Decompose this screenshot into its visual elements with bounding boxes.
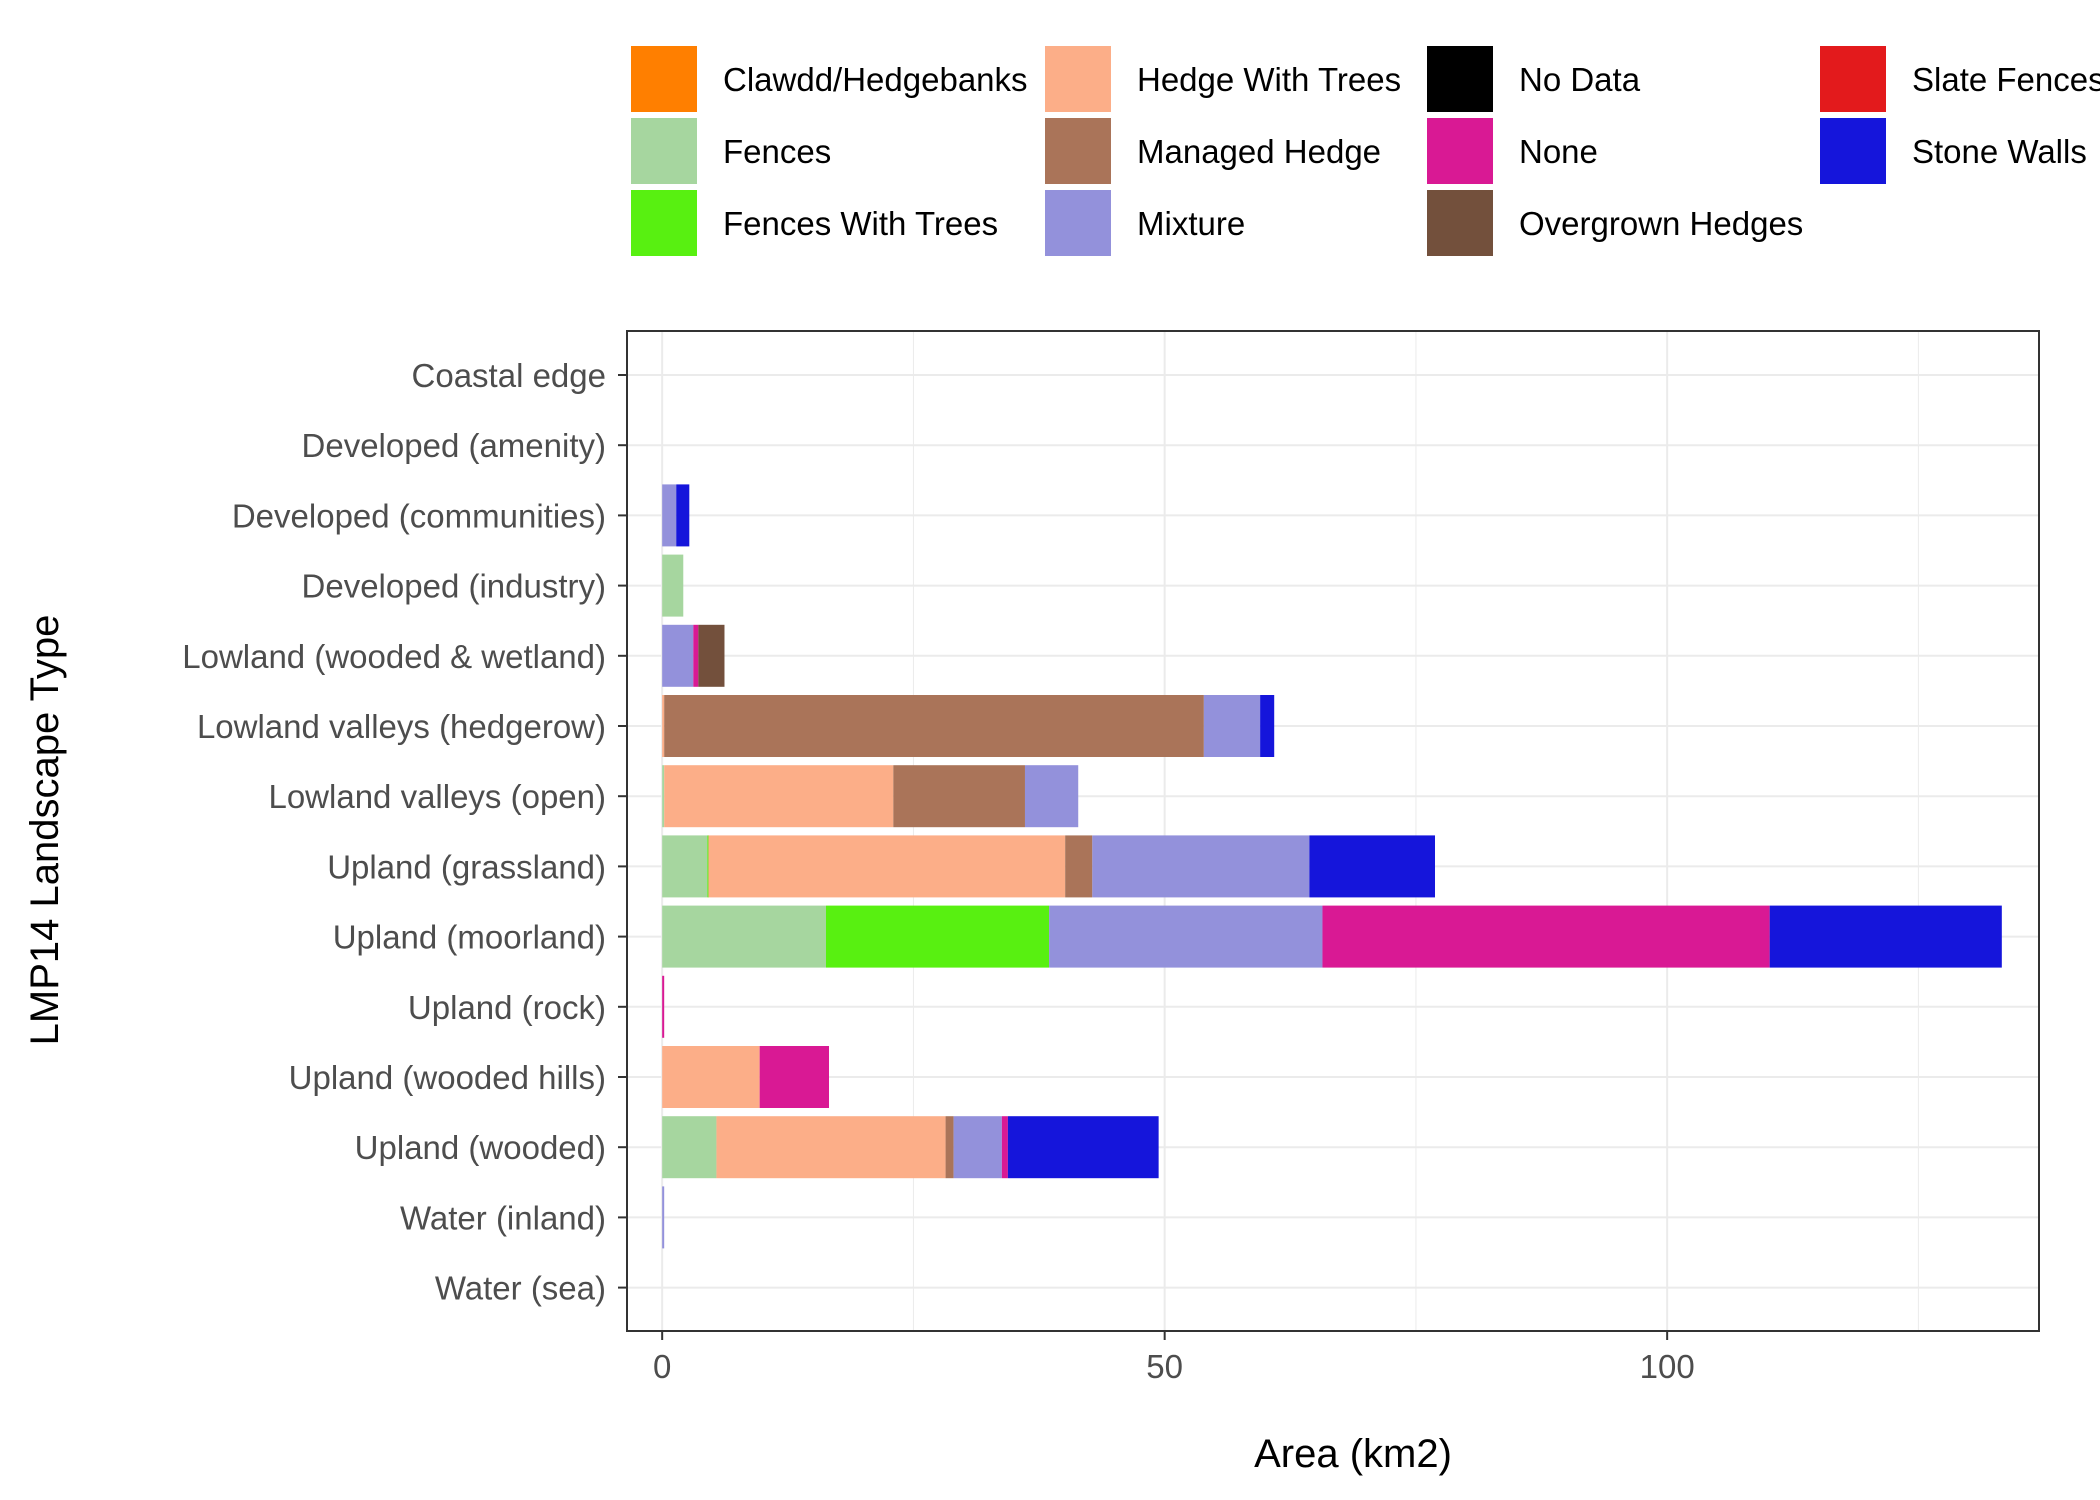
bar-mixture-upland-grassland <box>1092 835 1310 898</box>
bar-mixture-lowland-valleys-hedgerow <box>1203 695 1261 757</box>
bar-none-upland-moorland <box>1322 905 1770 968</box>
y-tick-label: Upland (rock) <box>408 989 606 1026</box>
bar-hedge-with-trees-upland-wooded-hills <box>662 1046 760 1108</box>
legend: Clawdd/Hedgebanks Fences Fences With Trees… <box>631 46 2100 256</box>
bar-overgrown-hedges-lowland-wooded-wetland <box>698 624 725 687</box>
legend-label-managed-hedge: Managed Hedge <box>1137 133 1381 170</box>
bar-mixture-lowland-valleys-open <box>1024 765 1079 828</box>
legend-key-slate-fences <box>1820 46 1886 112</box>
legend-label-slate-fences: Slate Fences <box>1912 61 2100 98</box>
y-tick-label: Water (inland) <box>400 1199 606 1236</box>
plot-panel <box>627 331 2039 1331</box>
bar-stone-walls-lowland-valleys-hedgerow <box>1260 695 1275 757</box>
bar-mixture-developed-communities <box>662 484 677 547</box>
legend-key-none <box>1427 118 1493 184</box>
legend-key-stone-walls <box>1820 118 1886 184</box>
bar-managed-hedge-lowland-valleys-open <box>893 765 1025 828</box>
bar-fences-with-trees-upland-grassland <box>707 835 709 898</box>
legend-key-clawdd-hedgebanks <box>631 46 697 112</box>
bar-stone-walls-upland-moorland <box>1769 905 2002 968</box>
bar-none-upland-rock <box>662 975 665 1038</box>
y-tick-label: Water (sea) <box>435 1270 606 1307</box>
y-axis: Coastal edge Developed (amenity) Developed… <box>182 357 627 1307</box>
legend-label-fences-with-trees: Fences With Trees <box>723 205 998 242</box>
legend-key-hedge-with-trees <box>1045 46 1111 112</box>
legend-label-stone-walls: Stone Walls <box>1912 133 2087 170</box>
legend-key-fences <box>631 118 697 184</box>
x-tick-label: 50 <box>1146 1348 1183 1385</box>
bar-mixture-upland-wooded <box>953 1116 1002 1179</box>
legend-label-clawdd-hedgebanks: Clawdd/Hedgebanks <box>723 61 1028 98</box>
y-tick-label: Developed (industry) <box>302 568 606 605</box>
legend-label-fences: Fences <box>723 133 831 170</box>
bar-fences-with-trees-upland-moorland <box>825 905 1050 968</box>
legend-label-hedge-with-trees: Hedge With Trees <box>1137 61 1401 98</box>
bar-stone-walls-developed-communities <box>676 484 690 547</box>
bar-none-upland-wooded-hills <box>759 1046 830 1108</box>
y-axis-title: LMP14 Landscape Type <box>23 615 67 1046</box>
bar-hedge-with-trees-lowland-valleys-hedgerow <box>662 695 665 757</box>
y-tick-label: Coastal edge <box>412 357 606 394</box>
legend-key-overgrown-hedges <box>1427 190 1493 256</box>
bar-none-lowland-wooded-wetland <box>693 624 699 687</box>
bar-mixture-water-inland <box>662 1186 665 1249</box>
y-tick-label: Upland (wooded) <box>355 1129 606 1166</box>
bar-managed-hedge-lowland-valleys-hedgerow <box>664 695 1204 757</box>
plot-border <box>626 330 2040 1332</box>
bar-stone-walls-upland-wooded <box>1007 1116 1159 1179</box>
bar-fences-lowland-valleys-open <box>662 765 665 828</box>
y-tick-label: Lowland valleys (hedgerow) <box>197 708 606 745</box>
y-tick-label: Developed (amenity) <box>302 427 606 464</box>
legend-key-no-data <box>1427 46 1493 112</box>
y-tick-label: Developed (communities) <box>232 497 606 534</box>
legend-label-overgrown-hedges: Overgrown Hedges <box>1519 205 1803 242</box>
bar-fences-upland-wooded <box>662 1116 717 1179</box>
y-tick-label: Lowland valleys (open) <box>268 778 606 815</box>
legend-label-mixture: Mixture <box>1137 205 1245 242</box>
bar-fences-upland-grassland <box>662 835 708 898</box>
bars <box>662 484 2002 1249</box>
bar-fences-upland-moorland <box>662 905 826 968</box>
legend-key-fences-with-trees <box>631 190 697 256</box>
x-axis-title: Area (km2) <box>1254 1432 1452 1476</box>
bar-fences-developed-industry <box>662 554 684 617</box>
bar-managed-hedge-upland-grassland <box>1065 835 1093 898</box>
bar-mixture-upland-moorland <box>1049 905 1323 968</box>
bar-stone-walls-upland-grassland <box>1309 835 1436 898</box>
x-axis: 0 50 100 <box>653 1331 1695 1385</box>
bar-hedge-with-trees-upland-wooded <box>716 1116 946 1179</box>
bar-hedge-with-trees-upland-grassland <box>708 835 1066 898</box>
x-tick-label: 100 <box>1640 1348 1695 1385</box>
bar-none-upland-wooded <box>1001 1116 1008 1179</box>
bar-managed-hedge-upland-wooded <box>945 1116 954 1179</box>
legend-label-no-data: No Data <box>1519 61 1641 98</box>
bar-hedge-with-trees-lowland-valleys-open <box>664 765 894 828</box>
y-tick-label: Upland (wooded hills) <box>289 1059 606 1096</box>
legend-label-none: None <box>1519 133 1598 170</box>
legend-key-mixture <box>1045 190 1111 256</box>
y-tick-label: Upland (grassland) <box>327 848 606 885</box>
y-tick-label: Upland (moorland) <box>333 919 606 956</box>
x-tick-label: 0 <box>653 1348 671 1385</box>
y-tick-label: Lowland (wooded & wetland) <box>182 638 606 675</box>
legend-key-managed-hedge <box>1045 118 1111 184</box>
bar-mixture-lowland-wooded-wetland <box>662 624 694 687</box>
